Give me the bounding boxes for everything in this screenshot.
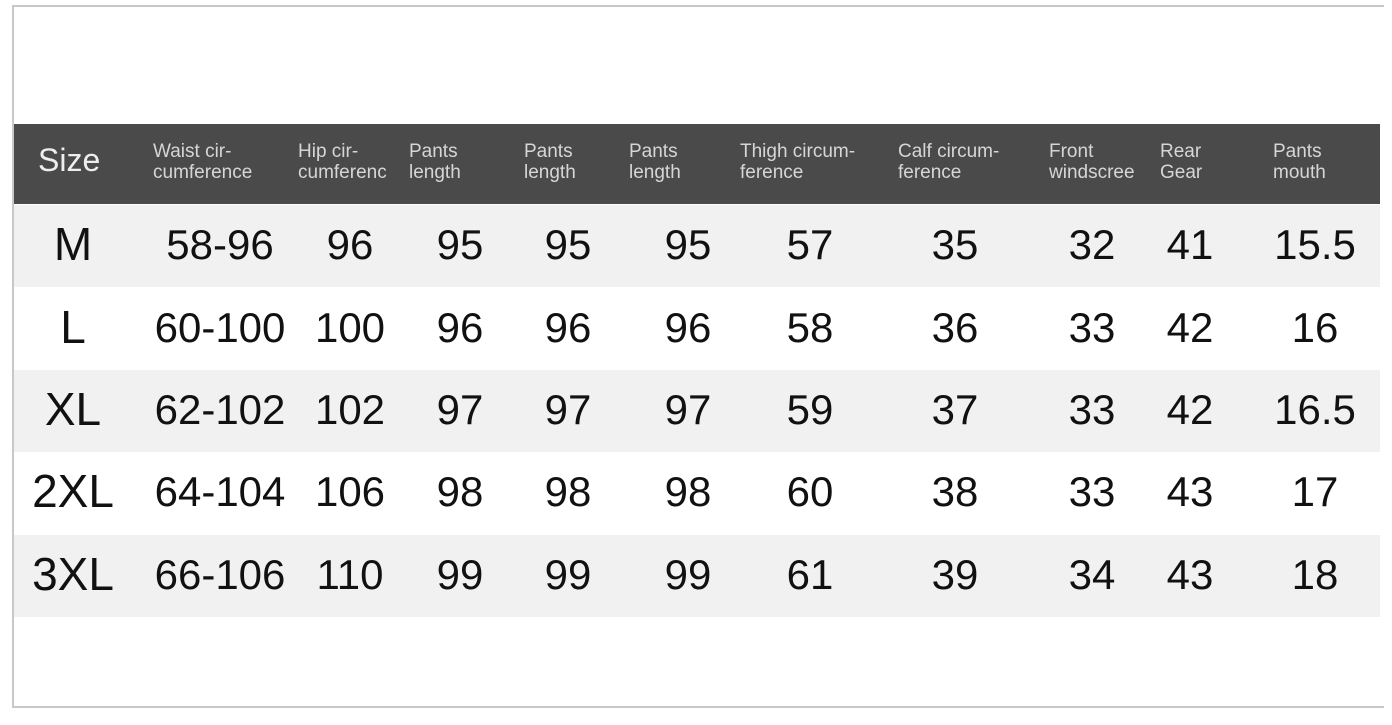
table-cell: 17 [1291,468,1339,515]
column-header: Pants length [524,141,576,183]
table-cell: 39 [931,551,979,598]
table-cell: 43 [1166,468,1214,515]
table-cell: 61 [786,551,834,598]
table-cell: 98 [664,468,712,515]
table-cell: 96 [326,221,374,268]
table-cell: 99 [664,551,712,598]
table-cell: 97 [664,386,712,433]
column-header: Waist cir- cumference [153,141,253,183]
table-cell: 95 [664,221,712,268]
table-cell: 64-104 [154,468,286,515]
table-cell: 43 [1166,551,1214,598]
table-cell: 57 [786,221,834,268]
table-cell: 106 [314,468,386,515]
table-cell: 98 [544,468,592,515]
table-cell: 33 [1068,304,1116,351]
table-cell: 110 [316,551,384,598]
table-cell: 96 [544,304,592,351]
table-row: XL 62-102 102 97 97 97 59 37 33 42 16.5 [14,370,1380,452]
table-cell: 95 [544,221,592,268]
table-cell: 41 [1166,221,1214,268]
table-cell: 99 [544,551,592,598]
table-cell: 59 [786,386,834,433]
table-row: 2XL 64-104 106 98 98 98 60 38 33 43 17 [14,452,1380,534]
table-cell: 15.5 [1274,221,1356,268]
size-label: L [60,301,86,353]
chart-frame [12,5,1384,708]
column-header: Pants mouth [1273,141,1326,183]
table-cell: 32 [1068,221,1116,268]
table-cell: 33 [1068,468,1116,515]
size-label: 2XL [32,465,114,517]
table-cell: 42 [1166,386,1214,433]
table-cell: 18 [1291,551,1339,598]
table-cell: 34 [1068,551,1116,598]
column-header: Front windscree [1049,141,1135,183]
column-header: Calf circum- ference [898,141,1000,183]
table-cell: 100 [314,304,386,351]
table-cell: 37 [931,386,979,433]
table-cell: 99 [436,551,484,598]
column-header: Pants length [629,141,681,183]
table-cell: 16 [1291,304,1339,351]
column-header: Size [38,142,101,178]
table-cell: 97 [544,386,592,433]
table-cell: 42 [1166,304,1214,351]
table-cell: 35 [931,221,979,268]
table-cell: 96 [436,304,484,351]
table-cell: 96 [664,304,712,351]
table-cell: 36 [931,304,979,351]
size-label: M [53,218,93,270]
column-header: Rear Gear [1160,141,1203,183]
table-cell: 62-102 [154,386,286,433]
table-cell: 33 [1068,386,1116,433]
table-cell: 102 [314,386,386,433]
table-cell: 60 [786,468,834,515]
table-cell: 38 [931,468,979,515]
table-cell: 58-96 [166,221,274,268]
table-row: L 60-100 100 96 96 96 58 36 33 42 16 [14,288,1380,370]
column-header: Thigh circum- ference [740,141,856,183]
table-cell: 58 [786,304,834,351]
size-label: XL [44,383,102,435]
table-cell: 98 [436,468,484,515]
table-row: M 58-96 96 95 95 95 57 35 32 41 15.5 [14,205,1380,287]
table-header: Size Waist cir- cumference Hip cir- cumfer… [14,124,1380,204]
table-cell: 95 [436,221,484,268]
table-cell: 60-100 [154,304,286,351]
table-cell: 66-106 [154,551,286,598]
size-label: 3XL [32,548,114,600]
table-row: 3XL 66-106 110 99 99 99 61 39 34 43 18 [14,535,1380,617]
table-cell: 97 [436,386,484,433]
column-header: Pants length [409,141,461,183]
column-header: Hip cir- cumferenc [298,141,387,183]
table-cell: 16.5 [1274,386,1356,433]
